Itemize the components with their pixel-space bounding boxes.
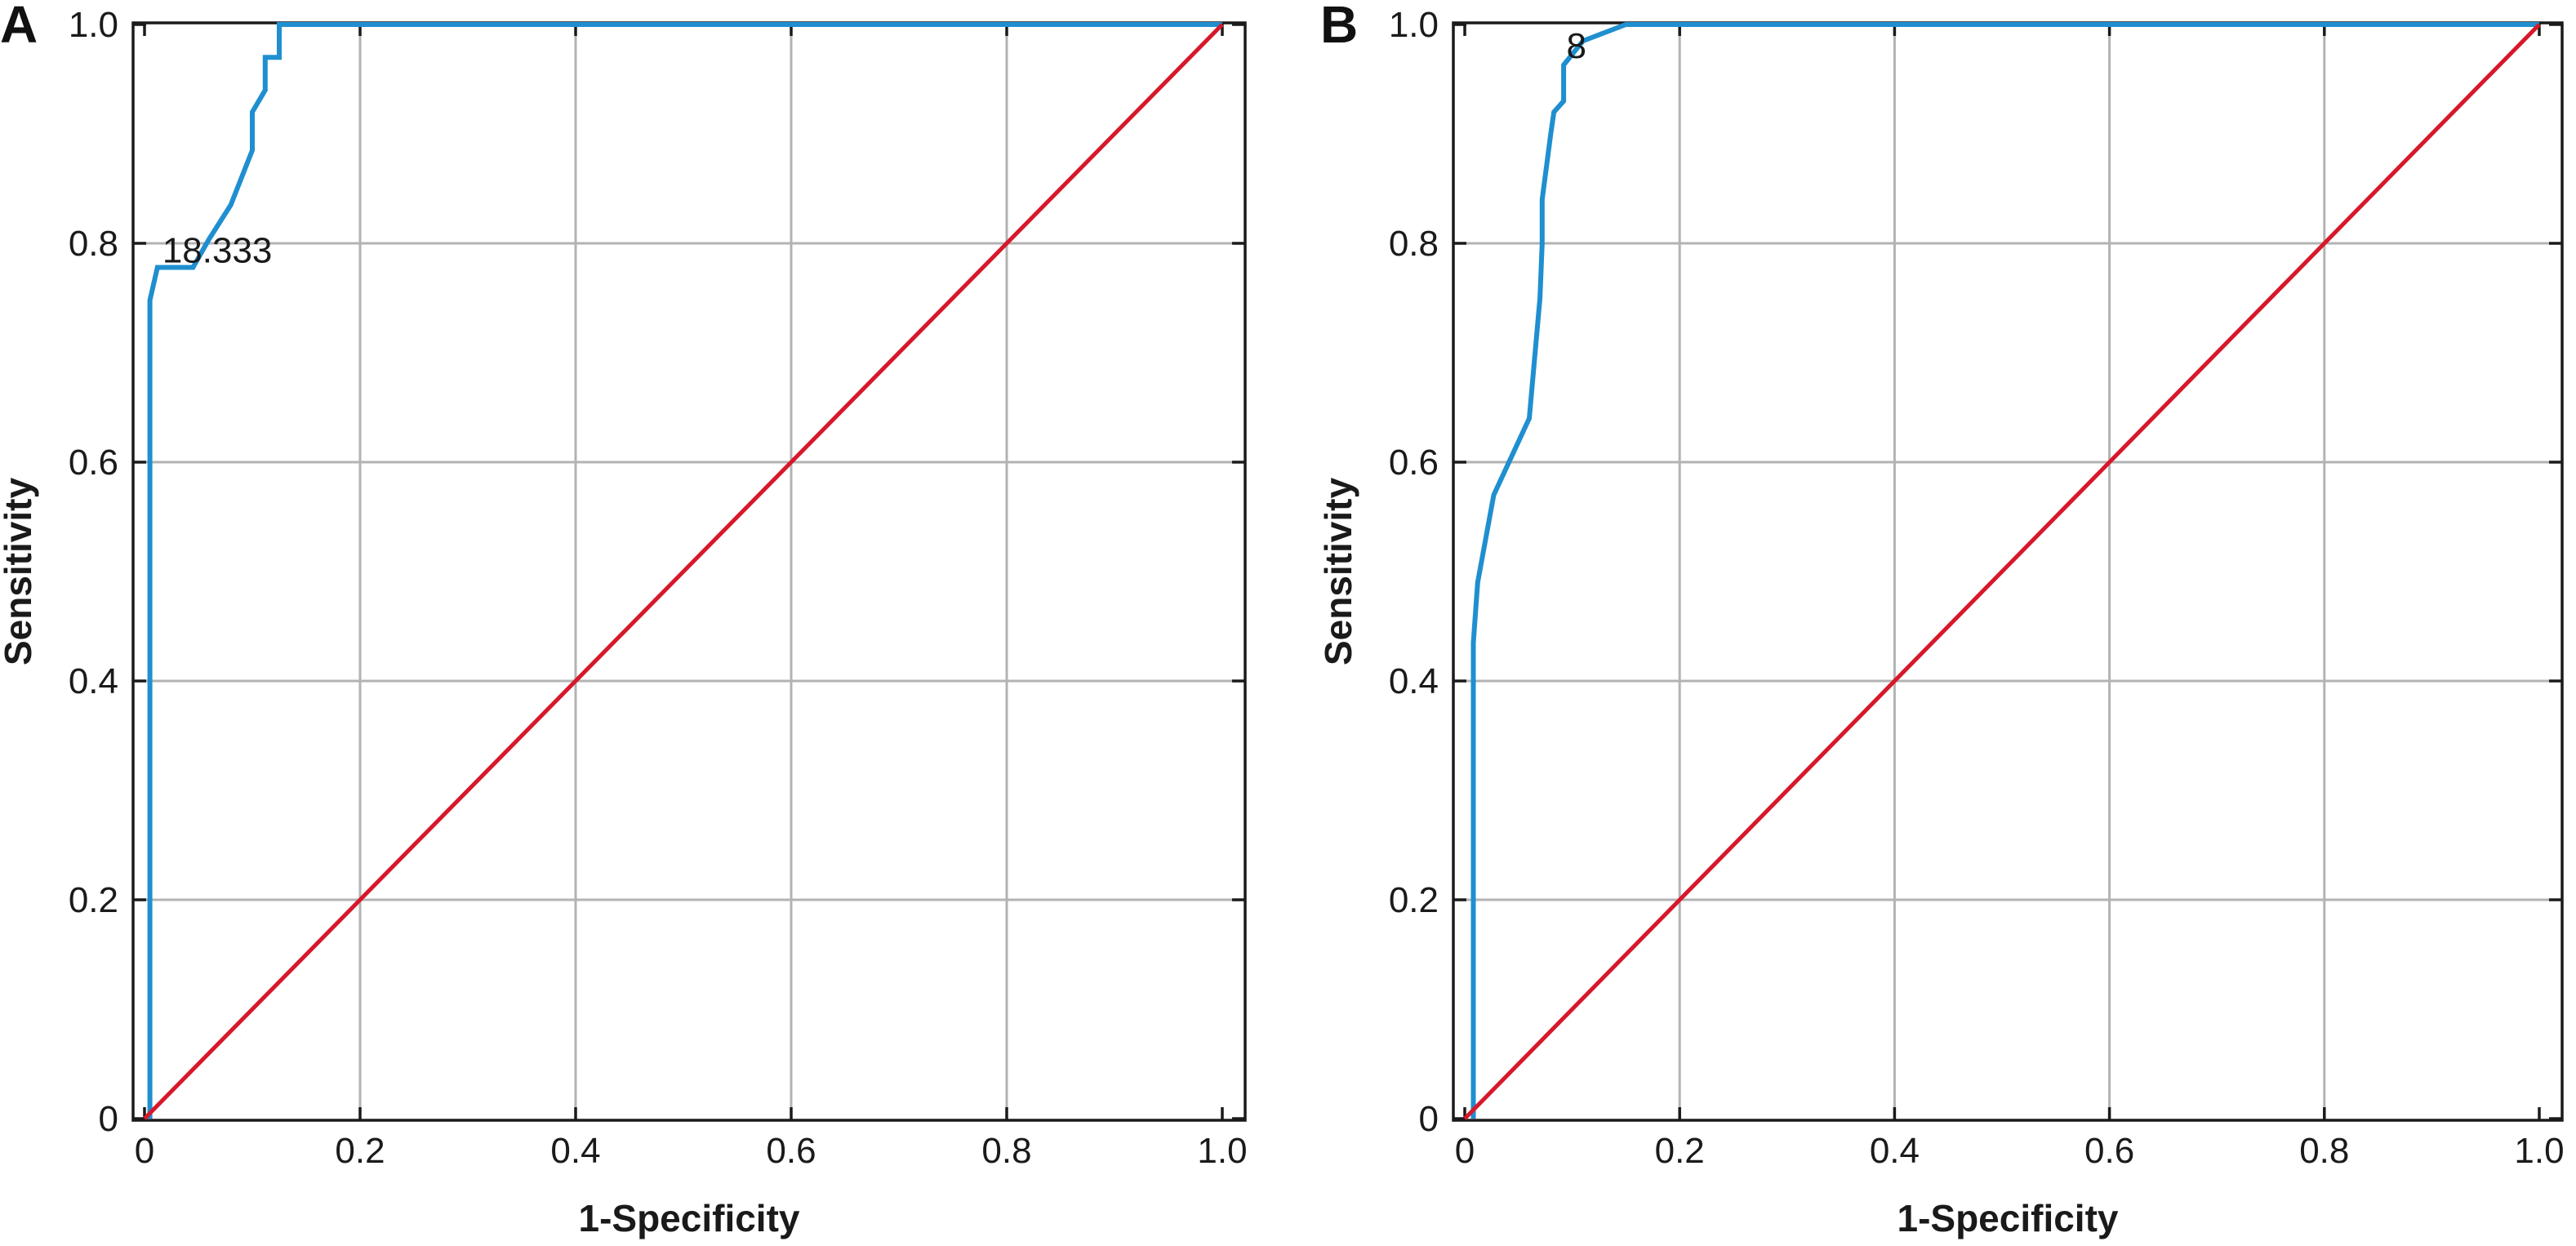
- x-tick-label: 0.2: [1655, 1131, 1705, 1171]
- y-tick-label: 0.4: [69, 661, 118, 701]
- x-tick-label: 0.8: [981, 1131, 1031, 1171]
- roc-curve: [1470, 22, 2539, 1119]
- panel-letter: B: [1320, 0, 1358, 54]
- x-tick-label: 0.8: [2299, 1131, 2349, 1171]
- x-tick-label: 0.2: [335, 1131, 385, 1171]
- x-tick-label: 0: [135, 1131, 154, 1171]
- cutoff-annotation: 8: [1566, 26, 1586, 66]
- reference-diagonal: [143, 23, 1224, 1120]
- y-tick-label: 1.0: [69, 5, 118, 45]
- plot-frame: [131, 21, 1247, 1122]
- x-axis-title: 1-Specificity: [1898, 1197, 2119, 1239]
- y-tick-label: 0: [1419, 1099, 1439, 1139]
- chart-panel-b: 0 0.2 0.4 0.6 0.8 1.0 0 0.2 0.4 0.6 0.8 1.0 8 1-Speci…: [1317, 0, 2565, 1239]
- x-tick-label: 0.4: [550, 1131, 600, 1171]
- plot-frame: [1452, 21, 2564, 1122]
- x-tick-label: 1.0: [1197, 1131, 1247, 1171]
- y-tick-label: 0.2: [1389, 880, 1439, 920]
- y-tick-label: 0.6: [69, 443, 118, 483]
- y-tick-label: 1.0: [1389, 5, 1439, 45]
- y-axis-title: Sensitivity: [1317, 478, 1359, 666]
- x-tick-label: 0.4: [1870, 1131, 1920, 1171]
- chart-panel-a: 0 0.2 0.4 0.6 0.8 1.0 0 0.2 0.4 0.6 0.8 1.0 18.333 1-…: [0, 0, 1248, 1239]
- y-tick-label: 0.8: [69, 224, 118, 264]
- cutoff-annotation: 18.333: [162, 230, 273, 270]
- y-tick-label: 0.4: [1389, 661, 1439, 701]
- reference-diagonal: [1463, 23, 2541, 1120]
- y-tick-label: 0.6: [1389, 443, 1439, 483]
- x-tick-label: 1.0: [2514, 1131, 2564, 1171]
- y-tick-label: 0.8: [1389, 224, 1439, 264]
- y-tick-label: 0: [99, 1099, 118, 1139]
- panel-letter: A: [0, 0, 38, 54]
- x-axis-title: 1-Specificity: [579, 1197, 800, 1239]
- roc-curve: [147, 22, 1222, 1119]
- y-tick-label: 0.2: [69, 880, 118, 920]
- x-tick-label: 0: [1455, 1131, 1475, 1171]
- y-axis-title: Sensitivity: [0, 478, 39, 666]
- x-tick-label: 0.6: [766, 1131, 816, 1171]
- x-tick-label: 0.6: [2084, 1131, 2134, 1171]
